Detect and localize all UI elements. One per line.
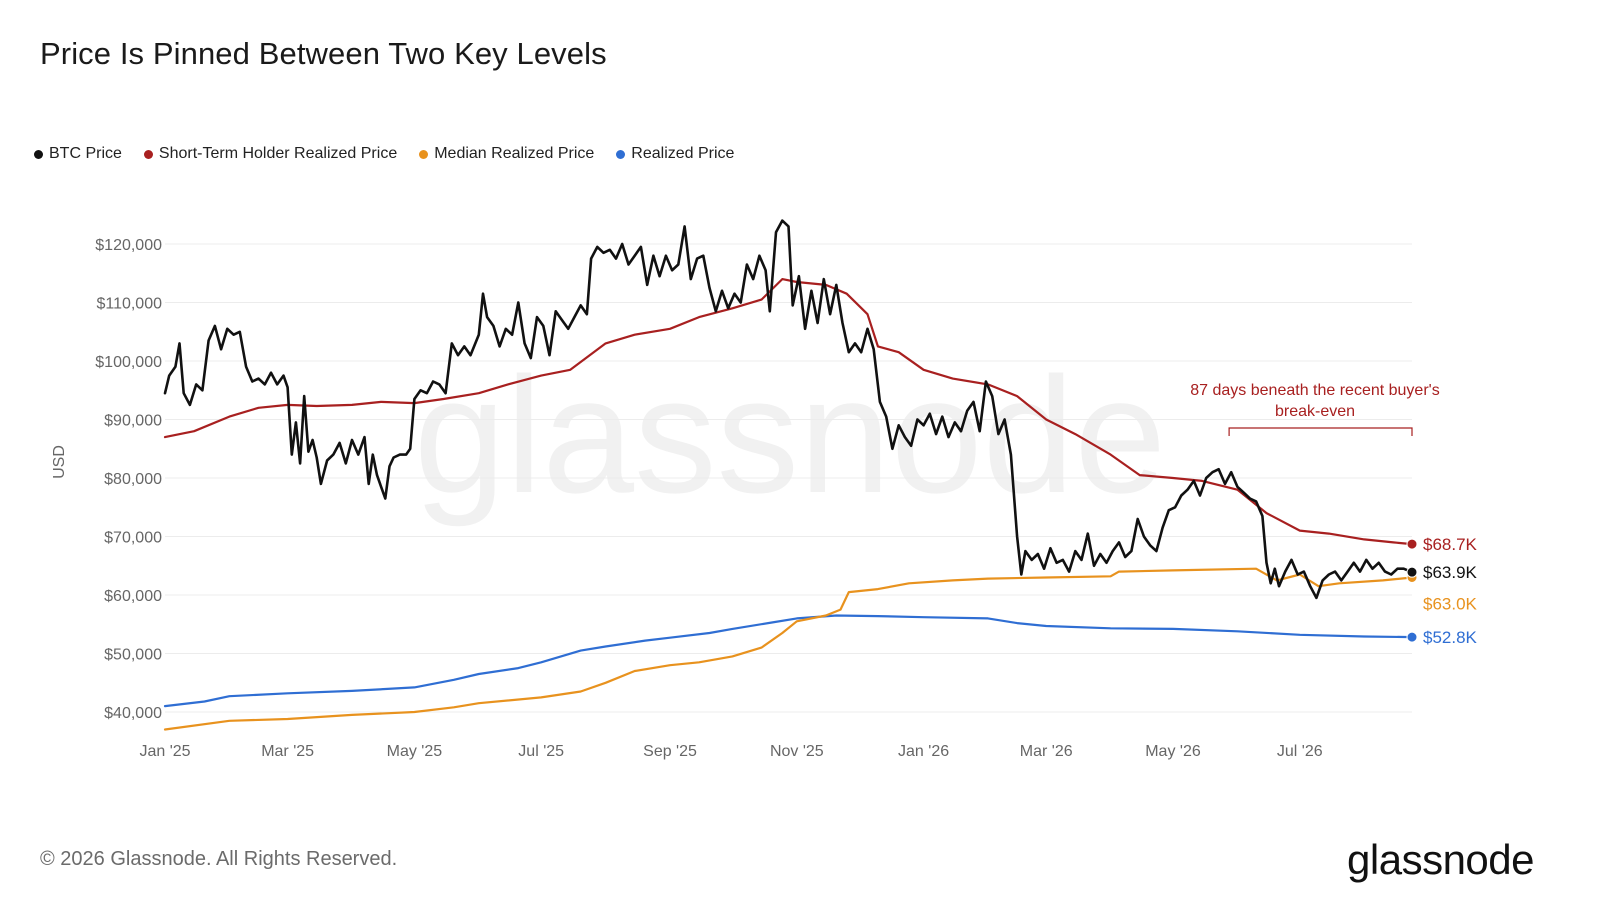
end-marker-sth	[1406, 538, 1418, 550]
y-axis-label: USD	[51, 445, 68, 479]
annotation-text-line1: 87 days beneath the recent buyer's	[1190, 382, 1439, 399]
chart-legend: BTC Price Short-Term Holder Realized Pri…	[34, 145, 734, 163]
copyright-text: © 2026 Glassnode. All Rights Reserved.	[40, 848, 398, 870]
y-tick-label: $120,000	[95, 237, 162, 254]
annotation-bracket	[1228, 427, 1413, 436]
x-tick-label: May '26	[1145, 743, 1201, 760]
x-tick-label: Jul '25	[518, 743, 564, 760]
x-tick-label: Sep '25	[643, 743, 697, 760]
legend-dot-sth-realized-price	[143, 149, 153, 159]
y-tick-label: $110,000	[96, 296, 162, 313]
y-tick-label: $70,000	[104, 530, 162, 547]
legend-label-median-realized-price: Median Realized Price	[434, 145, 595, 162]
end-label-median: $63.0K	[1423, 594, 1478, 613]
legend-label-realized-price: Realized Price	[631, 145, 735, 162]
legend-label-sth-realized-price: Short-Term Holder Realized Price	[158, 145, 398, 162]
y-tick-label: $80,000	[104, 471, 162, 488]
series-line-median	[163, 567, 1414, 731]
y-tick-label: $50,000	[104, 647, 162, 664]
legend-item-sth-realized-price[interactable]: Short-Term Holder Realized Price	[143, 145, 398, 163]
x-tick-label: May '25	[387, 743, 443, 760]
series-line-realized	[163, 614, 1414, 708]
legend-dot-median-realized-price	[419, 149, 429, 159]
legend-item-btc-price[interactable]: BTC Price	[34, 145, 122, 163]
annotation-text-line2: break-even	[1275, 403, 1355, 420]
watermark-text: glassnode	[414, 343, 1166, 527]
page-title: Price Is Pinned Between Two Key Levels	[40, 36, 607, 71]
legend-dot-realized-price	[616, 149, 626, 159]
y-tick-label: $40,000	[104, 705, 162, 722]
end-label-btc: $63.9K	[1423, 563, 1478, 582]
series-line-btc	[163, 219, 1414, 600]
legend-label-btc-price: BTC Price	[49, 145, 122, 162]
x-tick-label: Mar '26	[1020, 743, 1073, 760]
legend-item-realized-price[interactable]: Realized Price	[616, 145, 734, 163]
series-line-sth	[163, 278, 1414, 546]
x-tick-label: Jul '26	[1277, 743, 1323, 760]
end-marker-realized	[1406, 631, 1418, 643]
y-tick-label: $90,000	[104, 413, 162, 430]
y-tick-label: $60,000	[104, 588, 162, 605]
legend-item-median-realized-price[interactable]: Median Realized Price	[419, 145, 594, 163]
end-marker-btc	[1406, 566, 1418, 578]
y-tick-label: $100,000	[95, 354, 162, 371]
end-label-realized: $52.8K	[1423, 628, 1478, 647]
glassnode-logo: glassnode	[1347, 836, 1534, 883]
x-tick-label: Mar '25	[261, 743, 314, 760]
x-tick-label: Jan '25	[139, 743, 190, 760]
x-tick-label: Nov '25	[770, 743, 824, 760]
end-label-sth: $68.7K	[1423, 535, 1478, 554]
legend-dot-btc-price	[34, 149, 43, 159]
x-tick-label: Jan '26	[898, 743, 949, 760]
